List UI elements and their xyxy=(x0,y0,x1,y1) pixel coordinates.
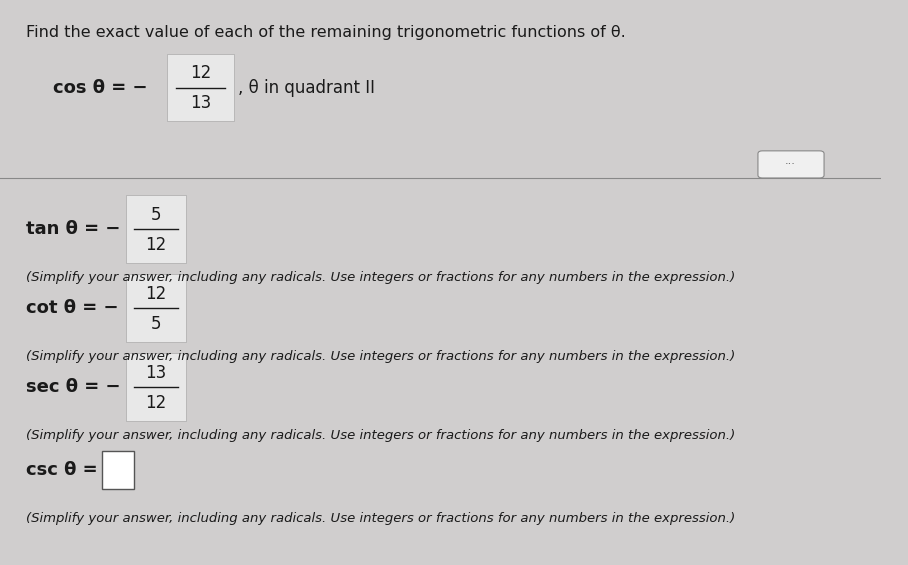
FancyBboxPatch shape xyxy=(126,353,186,421)
Text: 13: 13 xyxy=(145,364,167,382)
Text: 5: 5 xyxy=(151,315,162,333)
Text: , θ in quadrant II: , θ in quadrant II xyxy=(238,79,375,97)
Text: sec θ = −: sec θ = − xyxy=(26,378,121,396)
Text: cos θ = −: cos θ = − xyxy=(53,79,147,97)
Text: 13: 13 xyxy=(190,94,212,112)
Text: ···: ··· xyxy=(785,159,796,170)
Text: Find the exact value of each of the remaining trigonometric functions of θ.: Find the exact value of each of the rema… xyxy=(26,25,627,41)
Text: (Simplify your answer, including any radicals. Use integers or fractions for any: (Simplify your answer, including any rad… xyxy=(26,350,735,363)
Text: 12: 12 xyxy=(190,64,212,82)
FancyBboxPatch shape xyxy=(103,451,134,489)
Text: cot θ = −: cot θ = − xyxy=(26,299,119,317)
FancyBboxPatch shape xyxy=(167,54,233,121)
Text: (Simplify your answer, including any radicals. Use integers or fractions for any: (Simplify your answer, including any rad… xyxy=(26,429,735,442)
FancyBboxPatch shape xyxy=(758,151,824,178)
Text: (Simplify your answer, including any radicals. Use integers or fractions for any: (Simplify your answer, including any rad… xyxy=(26,271,735,284)
FancyBboxPatch shape xyxy=(126,274,186,342)
Text: (Simplify your answer, including any radicals. Use integers or fractions for any: (Simplify your answer, including any rad… xyxy=(26,512,735,525)
Text: csc θ =: csc θ = xyxy=(26,461,98,479)
Text: 12: 12 xyxy=(145,285,167,303)
Text: 5: 5 xyxy=(151,206,162,224)
Text: tan θ = −: tan θ = − xyxy=(26,220,121,238)
Text: 12: 12 xyxy=(145,236,167,254)
Text: 12: 12 xyxy=(145,394,167,412)
FancyBboxPatch shape xyxy=(126,195,186,263)
